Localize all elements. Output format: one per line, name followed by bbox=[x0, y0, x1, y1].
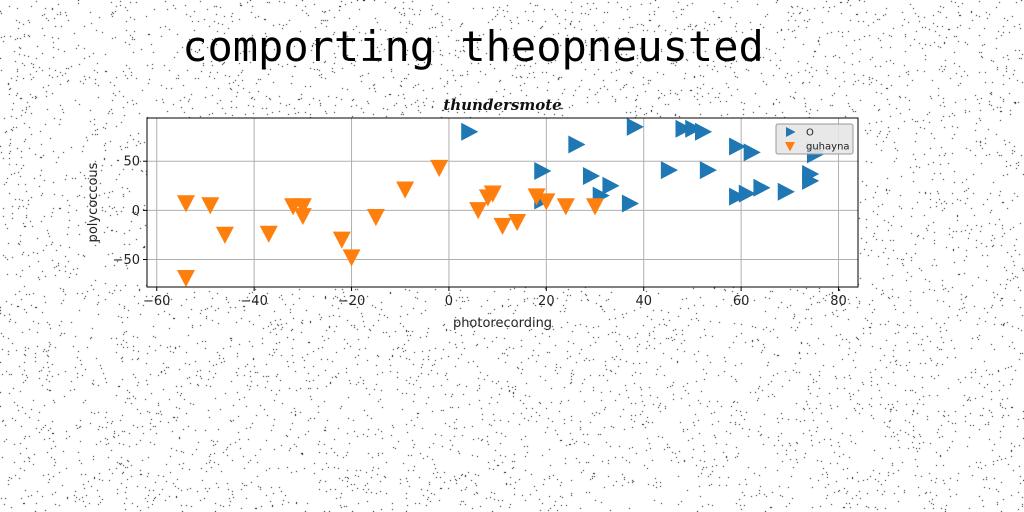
x-tick-label: 80 bbox=[830, 294, 847, 309]
x-tick-label: −60 bbox=[143, 294, 170, 309]
x-tick-label: −20 bbox=[338, 294, 365, 309]
legend-label: O bbox=[806, 128, 814, 139]
x-axis-label: photorecording bbox=[453, 316, 552, 331]
legend-label: guhayna bbox=[806, 142, 850, 153]
x-tick-label: 20 bbox=[538, 294, 555, 309]
x-tick-label: 40 bbox=[635, 294, 652, 309]
y-tick-label: 50 bbox=[123, 155, 140, 170]
x-tick-label: 60 bbox=[733, 294, 750, 309]
x-tick-label: −40 bbox=[240, 294, 267, 309]
chart-title: thundersmote bbox=[443, 96, 561, 114]
x-tick-label: 0 bbox=[445, 294, 453, 309]
y-tick-label: 0 bbox=[132, 204, 140, 219]
y-tick-label: −50 bbox=[113, 253, 140, 268]
y-axis-label: polycoccous bbox=[86, 162, 101, 242]
